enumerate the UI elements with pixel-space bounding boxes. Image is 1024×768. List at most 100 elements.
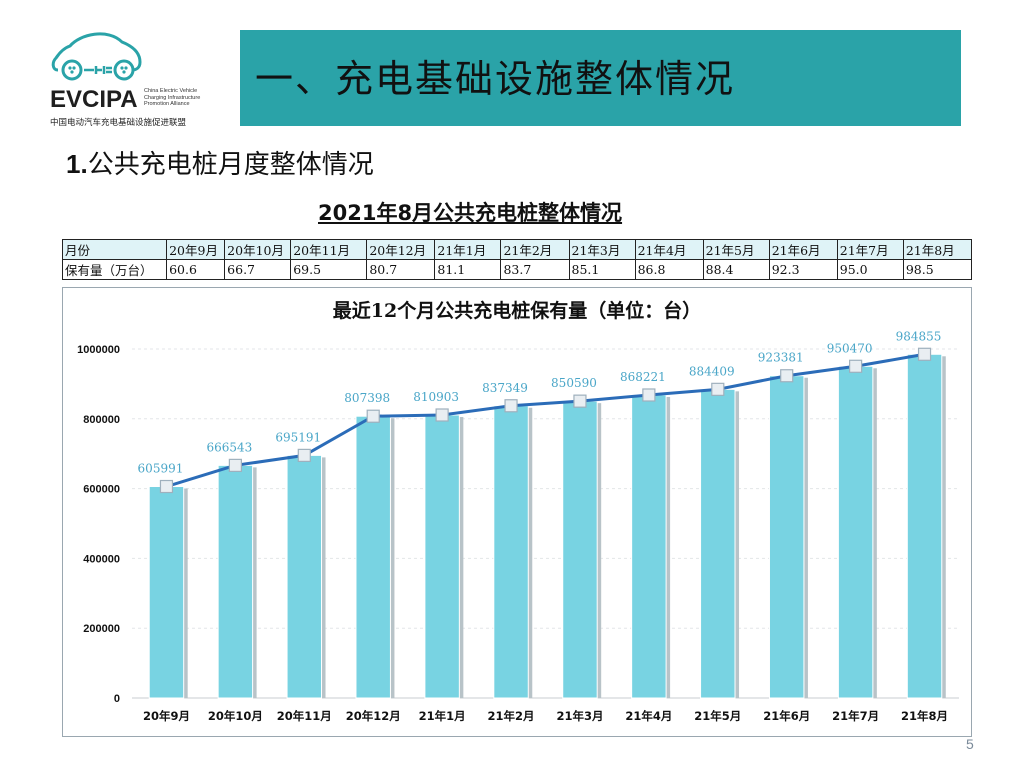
- table-cell-month: 21年8月: [902, 239, 973, 260]
- bar: [906, 353, 943, 699]
- section-title-text: 公共充电桩月度整体情况: [87, 150, 374, 180]
- data-point-marker: [366, 409, 380, 423]
- table-cell-value: 83.7: [500, 259, 570, 280]
- data-label: 666543: [206, 440, 252, 454]
- slide-title: 一、充电基础设施整体情况: [255, 57, 736, 101]
- data-label: 605991: [138, 462, 184, 476]
- data-label: 923381: [758, 351, 804, 365]
- y-tick-label: 600000: [83, 484, 120, 496]
- logo-english-line: Promotion Alliance: [144, 101, 190, 107]
- table-cell-value: 66.7: [224, 259, 292, 280]
- table-cell-value: 86.8: [634, 259, 704, 280]
- header-band: [240, 30, 961, 126]
- x-tick-label: 21年8月: [901, 709, 948, 723]
- data-point-marker: [849, 359, 863, 373]
- data-point-marker: [780, 369, 794, 383]
- x-tick-label: 20年9月: [143, 709, 190, 723]
- table-cell-value: 88.4: [702, 259, 770, 280]
- section-title: 1.公共充电桩月度整体情况: [66, 144, 374, 181]
- table-title: 2021年8月公共充电桩整体情况: [318, 201, 623, 225]
- data-point-marker: [297, 448, 311, 462]
- data-point-marker: [642, 388, 656, 402]
- table-header-row: 月份 20年9月 20年10月 20年11月 20年12月 21年1月 21年2月 21年3…: [61, 239, 973, 260]
- bar: [768, 375, 805, 699]
- y-tick-label: 800000: [83, 414, 120, 426]
- data-label: 984855: [896, 329, 942, 343]
- data-label: 807398: [344, 391, 390, 405]
- table-cell-month: 20年11月: [290, 239, 368, 260]
- logo-wordmark: EVCIPA: [50, 86, 138, 113]
- data-point-marker: [435, 408, 449, 422]
- bar: [217, 464, 254, 699]
- x-tick-label: 21年3月: [556, 709, 603, 723]
- logo-english-line: China Electric Vehicle: [144, 88, 198, 94]
- data-label: 810903: [413, 390, 459, 404]
- table-cell-month: 21年7月: [836, 239, 904, 260]
- table-cell-month: 21年1月: [434, 239, 502, 260]
- x-tick-label: 21年4月: [625, 709, 672, 723]
- data-point-marker: [917, 347, 932, 361]
- y-tick-label: 200000: [83, 623, 120, 635]
- bar: [562, 400, 598, 699]
- x-tick-label: 21年6月: [763, 709, 810, 723]
- data-point-marker: [504, 399, 518, 413]
- bar: [493, 405, 529, 699]
- x-tick-label: 21年5月: [694, 709, 741, 723]
- table-cell-month: 21年2月: [500, 239, 570, 260]
- table-row-label: 月份: [61, 239, 168, 260]
- data-label: 695191: [275, 430, 321, 444]
- bar: [355, 415, 391, 699]
- table-cell-month: 21年6月: [768, 239, 838, 260]
- table-cell-month: 21年3月: [568, 239, 636, 260]
- table-row-label: 保有量（万台）: [61, 259, 168, 280]
- table-cell-month: 21年4月: [634, 239, 704, 260]
- page-number: 5: [966, 736, 974, 752]
- monthly-summary-table: 月份 20年9月 20年10月 20年11月 20年12月 21年1月 21年2月 21年3…: [61, 239, 973, 280]
- table-cell-month: 20年12月: [366, 239, 436, 260]
- logo-english-name: China Electric Vehicle Charging Infrastr…: [144, 88, 234, 108]
- bar: [700, 388, 736, 699]
- data-label: 884409: [689, 364, 735, 378]
- table-cell-month: 20年9月: [166, 239, 226, 260]
- x-tick-label: 21年2月: [488, 709, 535, 723]
- data-point-marker: [228, 458, 242, 472]
- bar: [837, 365, 874, 699]
- electric-car-plug-icon: [51, 32, 142, 81]
- table-cell-month: 21年5月: [702, 239, 770, 260]
- data-label: 868221: [620, 370, 666, 384]
- data-label: 837349: [482, 381, 528, 395]
- table-cell-value: 80.7: [366, 259, 436, 280]
- chart-title: 最近12个月公共充电桩保有量（单位：台）: [332, 300, 702, 322]
- y-tick-label: 400000: [83, 553, 120, 565]
- table-cell-value: 92.3: [768, 259, 838, 280]
- bar-chart: 0 200000 400000 600000 800000 1000000 20年9月 20年…: [77, 329, 959, 723]
- evcipa-logo: EVCIPA China Electric Vehicle Charging I…: [48, 26, 228, 131]
- table-cell-value: 81.1: [434, 259, 502, 280]
- bar: [286, 454, 323, 699]
- x-tick-label: 20年10月: [208, 709, 263, 723]
- table-cell-value: 69.5: [290, 259, 368, 280]
- logo-chinese-name: 中国电动汽车充电基础设施促进联盟: [50, 118, 187, 128]
- series-line: [166, 352, 925, 488]
- bar: [424, 414, 460, 699]
- data-label: 950470: [827, 341, 873, 355]
- bar: [148, 486, 185, 699]
- table-cell-month: 20年10月: [224, 239, 292, 260]
- data-point-marker: [573, 394, 587, 408]
- table-cell-value: 60.6: [166, 259, 226, 280]
- table-cell-value: 98.5: [902, 259, 973, 280]
- bar: [631, 394, 667, 699]
- y-tick-label: 1000000: [77, 344, 120, 356]
- x-tick-label: 20年12月: [346, 709, 401, 723]
- x-tick-label: 21年1月: [419, 709, 466, 723]
- y-tick-label: 0: [114, 693, 120, 705]
- data-point-marker: [711, 382, 725, 396]
- table-row: 保有量（万台） 60.6 66.7 69.5 80.7 81.1 83.7 85.1 86.8…: [61, 259, 973, 280]
- x-tick-label: 21年7月: [832, 709, 879, 723]
- data-point-marker: [159, 479, 174, 494]
- section-number: 1.: [66, 149, 88, 179]
- x-tick-label: 20年11月: [277, 709, 332, 723]
- logo-english-line: Charging Infrastructure: [144, 94, 201, 101]
- table-cell-value: 95.0: [836, 259, 904, 280]
- data-label: 850590: [551, 376, 597, 390]
